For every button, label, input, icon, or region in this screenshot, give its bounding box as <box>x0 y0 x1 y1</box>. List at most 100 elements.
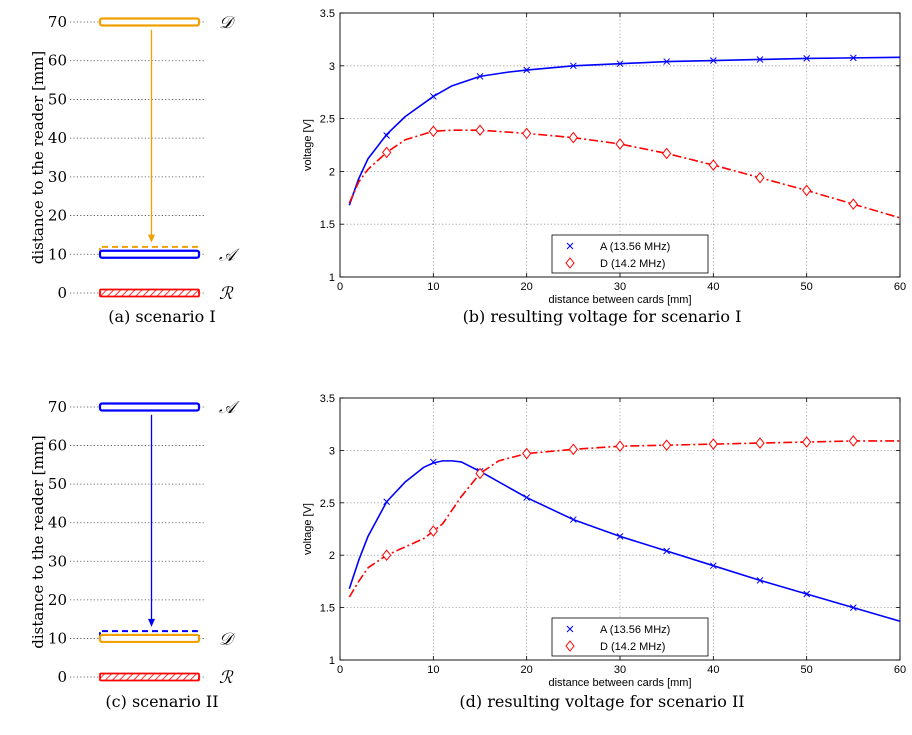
x-tick-label: 10 <box>427 664 439 676</box>
series-line-d <box>348 129 901 219</box>
x-tick-label: 60 <box>894 664 906 676</box>
data-point-diamond <box>615 440 625 453</box>
data-point-x <box>616 60 624 68</box>
data-point-diamond <box>475 124 485 137</box>
legend: A (13.56 MHz) D (14.2 MHz) <box>551 617 709 657</box>
level-tick-label: 50 <box>48 90 67 108</box>
data-point-diamond <box>662 147 672 160</box>
legend-box <box>551 234 709 274</box>
series-line-a <box>348 460 901 622</box>
legend-label: A (13.56 MHz) <box>600 241 670 253</box>
x-tick-label: 0 <box>337 664 343 676</box>
data-point-diamond <box>568 443 578 456</box>
card-label: ℛ <box>219 668 234 688</box>
y-axis-label: distance to the reader [mm] <box>29 435 47 649</box>
data-point-diamond <box>802 184 812 197</box>
y-tick-label: 2 <box>329 166 335 178</box>
x-tick-label: 50 <box>801 664 813 676</box>
data-point-diamond <box>848 435 858 447</box>
data-point-diamond <box>568 131 578 144</box>
scenario-2-diagram: 0 10 20 30 40 50 60 70 distance to the reader [m… <box>29 398 240 688</box>
y-tick-label: 1.5 <box>320 219 335 231</box>
data-point-diamond <box>755 171 765 184</box>
data-point-diamond <box>848 198 858 210</box>
data-point-diamond <box>755 437 765 449</box>
series-line-a <box>348 56 901 206</box>
card-label: ℛ <box>219 284 234 304</box>
caption-a: (a) scenario I <box>108 307 215 326</box>
data-point-diamond <box>475 467 485 480</box>
level-tick-label: 0 <box>57 284 67 302</box>
data-point-diamond <box>615 138 625 150</box>
legend-marker-diamond <box>565 640 575 652</box>
data-point-diamond <box>382 146 392 159</box>
data-point-x <box>663 547 671 555</box>
caption-d: (d) resulting voltage for scenario II <box>459 692 744 711</box>
data-point-x <box>476 73 484 80</box>
y-tick-label: 1.5 <box>320 603 335 615</box>
voltage-chart-scenario-1: 0 10 20 30 40 50 60 1 1.5 2 2.5 3 3.5 distance betwee… <box>302 8 906 306</box>
data-point-x <box>383 498 391 506</box>
data-point-x <box>756 56 764 63</box>
card-blue <box>98 249 201 259</box>
level-tick-label: 70 <box>48 13 67 31</box>
card-orange <box>98 17 201 27</box>
movement-arrowhead <box>148 234 155 243</box>
caption-c: (c) scenario II <box>105 692 218 711</box>
data-point-x <box>523 66 531 74</box>
reader-card <box>99 672 200 682</box>
level-tick-label: 60 <box>48 52 67 70</box>
data-point-x <box>663 58 671 65</box>
x-tick-label: 10 <box>427 281 439 293</box>
level-tick-label: 70 <box>48 398 67 416</box>
level-tick-label: 10 <box>48 245 67 263</box>
legend: A (13.56 MHz) D (14.2 MHz) <box>551 234 709 274</box>
movement-arrowhead <box>148 618 155 627</box>
level-tick-label: 40 <box>48 129 67 147</box>
reader-card <box>99 288 200 298</box>
voltage-chart-scenario-2: 0 10 20 30 40 50 60 1 1.5 2 2.5 3 3.5 distance betwee… <box>302 393 906 689</box>
level-tick-label: 30 <box>48 168 67 186</box>
legend-marker-x <box>566 242 574 250</box>
data-point-x <box>523 494 531 501</box>
x-tick-label: 40 <box>707 664 719 676</box>
data-point-x <box>709 562 717 570</box>
scenario-1-diagram: 0 10 20 30 40 50 60 70 distance to the reader [m… <box>29 13 240 304</box>
data-point-diamond <box>708 159 718 171</box>
data-point-x <box>803 590 811 598</box>
y-axis-label: distance to the reader [mm] <box>29 51 47 265</box>
level-tick-label: 0 <box>57 668 67 686</box>
card-label: 𝒜 <box>219 398 240 418</box>
data-point-diamond <box>428 525 438 537</box>
data-point-diamond <box>522 447 532 460</box>
card-label: 𝒜 <box>219 245 240 265</box>
x-tick-label: 20 <box>521 664 533 676</box>
data-point-x <box>616 532 624 540</box>
data-point-x <box>849 604 857 611</box>
x-tick-label: 50 <box>801 281 813 293</box>
x-axis-label: distance between cards [mm] <box>548 677 691 689</box>
card-label: 𝒟 <box>219 13 236 33</box>
y-axis-label: voltage [V] <box>302 503 314 555</box>
data-point-diamond <box>662 439 672 451</box>
card-label: 𝒟 <box>219 629 236 649</box>
caption-b: (b) resulting voltage for scenario I <box>463 307 742 326</box>
y-tick-label: 3 <box>329 445 335 457</box>
level-tick-label: 20 <box>48 591 67 609</box>
data-point-x <box>429 93 437 100</box>
x-tick-label: 30 <box>614 281 626 293</box>
data-point-x <box>803 55 811 62</box>
card-orange <box>98 633 201 644</box>
data-point-x <box>429 458 437 466</box>
level-tick-label: 10 <box>48 629 67 647</box>
y-tick-label: 1 <box>329 655 335 667</box>
data-point-diamond <box>802 436 812 448</box>
y-tick-label: 2.5 <box>320 114 335 126</box>
data-point-diamond <box>522 127 532 140</box>
card-blue <box>98 402 201 412</box>
data-point-x <box>849 54 857 62</box>
data-point-x <box>709 57 717 64</box>
y-tick-label: 3.5 <box>320 8 335 20</box>
y-tick-label: 2 <box>329 550 335 562</box>
x-tick-label: 30 <box>614 664 626 676</box>
